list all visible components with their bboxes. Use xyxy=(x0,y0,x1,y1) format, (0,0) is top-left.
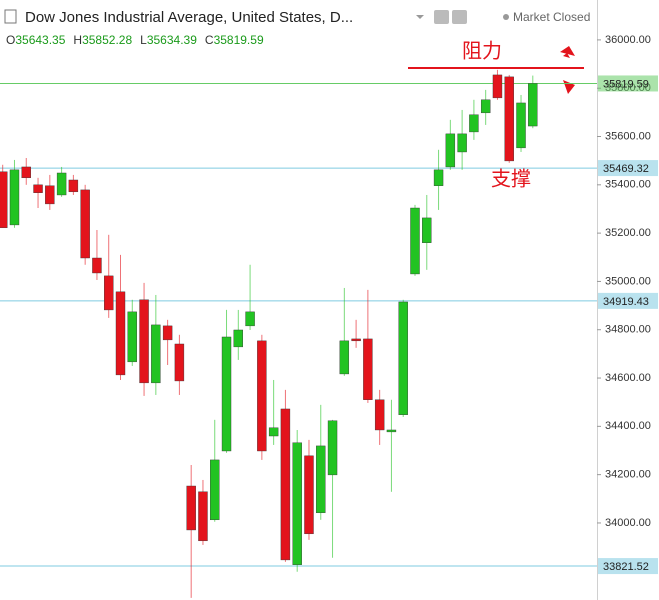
candle-body xyxy=(45,185,55,205)
candle-body xyxy=(492,74,503,99)
candle-body xyxy=(469,114,479,133)
ohlc-value: 35819.59 xyxy=(214,33,264,47)
candle-body xyxy=(92,257,102,274)
price-label: 33821.52 xyxy=(603,561,649,573)
price-label: 35469.32 xyxy=(603,163,649,175)
ohlc-legend: O 35643.35 H 35852.28 L 35634.39 C 35819.59 xyxy=(6,33,264,47)
candle-body xyxy=(139,299,149,384)
candle-body xyxy=(186,485,196,531)
y-tick-label: 34600.00 xyxy=(605,372,651,384)
dropdown-icon[interactable] xyxy=(416,15,424,19)
price-label-box xyxy=(598,292,658,309)
candle-body xyxy=(0,171,8,229)
market-status: Market Closed xyxy=(513,10,590,24)
candle-body xyxy=(268,427,279,437)
price-label-box xyxy=(598,75,658,92)
candle-body xyxy=(528,83,538,127)
eye-icon[interactable] xyxy=(434,10,449,24)
price-label: 34919.43 xyxy=(603,296,649,308)
ohlc-key: O xyxy=(6,33,15,47)
candle-body xyxy=(174,343,185,382)
candle-body xyxy=(433,169,444,186)
candle-body xyxy=(151,324,161,384)
candle-body xyxy=(33,184,43,193)
candle-body xyxy=(351,338,361,342)
candle-body xyxy=(115,291,126,376)
candle-body xyxy=(198,491,208,542)
y-tick-label: 35400.00 xyxy=(605,179,651,191)
y-tick-label: 34400.00 xyxy=(605,420,651,432)
candle-body xyxy=(480,99,491,114)
support-label: 支撑 xyxy=(491,167,531,190)
candle-body xyxy=(386,429,397,433)
settings-icon[interactable] xyxy=(452,10,467,24)
candle-body xyxy=(339,340,350,375)
candle-body xyxy=(162,325,173,341)
ohlc-key: H xyxy=(73,33,82,47)
resistance-label: 阻力 xyxy=(462,39,502,62)
candle-body xyxy=(504,76,514,162)
ohlc-value: 35634.39 xyxy=(147,33,197,47)
candle-body xyxy=(516,102,526,149)
y-tick-label: 34800.00 xyxy=(605,324,651,336)
candle-body xyxy=(127,311,137,363)
candle-body xyxy=(445,133,456,168)
status-dot xyxy=(503,14,509,20)
candle-body xyxy=(327,420,338,476)
candle-body xyxy=(280,408,291,561)
candle-body xyxy=(457,133,467,153)
ohlc-value: 35852.28 xyxy=(82,33,132,47)
candle-body xyxy=(245,311,255,327)
ohlc-key: L xyxy=(140,33,147,47)
candle-body xyxy=(210,459,220,521)
candle-body xyxy=(233,329,244,348)
y-tick-label: 35600.00 xyxy=(605,130,651,142)
price-label-box xyxy=(598,558,658,575)
candle-body xyxy=(257,340,267,452)
candle-body xyxy=(68,179,79,193)
y-tick-label: 34200.00 xyxy=(605,469,651,481)
chart-title: Dow Jones Industrial Average, United Sta… xyxy=(25,9,353,26)
candle-body xyxy=(410,207,420,275)
candle-body xyxy=(374,399,385,431)
candle-body xyxy=(56,172,67,196)
ohlc-key: C xyxy=(205,33,214,47)
candle-body xyxy=(9,169,20,226)
candle-body xyxy=(304,455,314,535)
candle-body xyxy=(221,336,232,452)
y-tick-label: 35000.00 xyxy=(605,275,651,287)
candle-body xyxy=(398,301,408,415)
price-label: 35819.59 xyxy=(603,78,649,90)
price-label-box xyxy=(598,160,658,177)
candle-body xyxy=(104,275,114,311)
symbol-icon[interactable] xyxy=(4,9,17,24)
candle-body xyxy=(316,445,326,514)
candle-body xyxy=(422,217,432,243)
y-tick-label: 34000.00 xyxy=(605,517,651,529)
ohlc-value: 35643.35 xyxy=(15,33,65,47)
candle-body xyxy=(363,338,373,400)
candle-body xyxy=(292,442,302,565)
candle-body xyxy=(80,189,90,259)
y-tick-label: 36000.00 xyxy=(605,34,651,46)
candle-body xyxy=(21,166,31,179)
y-tick-label: 35200.00 xyxy=(605,227,651,239)
up-arrow xyxy=(560,46,575,58)
